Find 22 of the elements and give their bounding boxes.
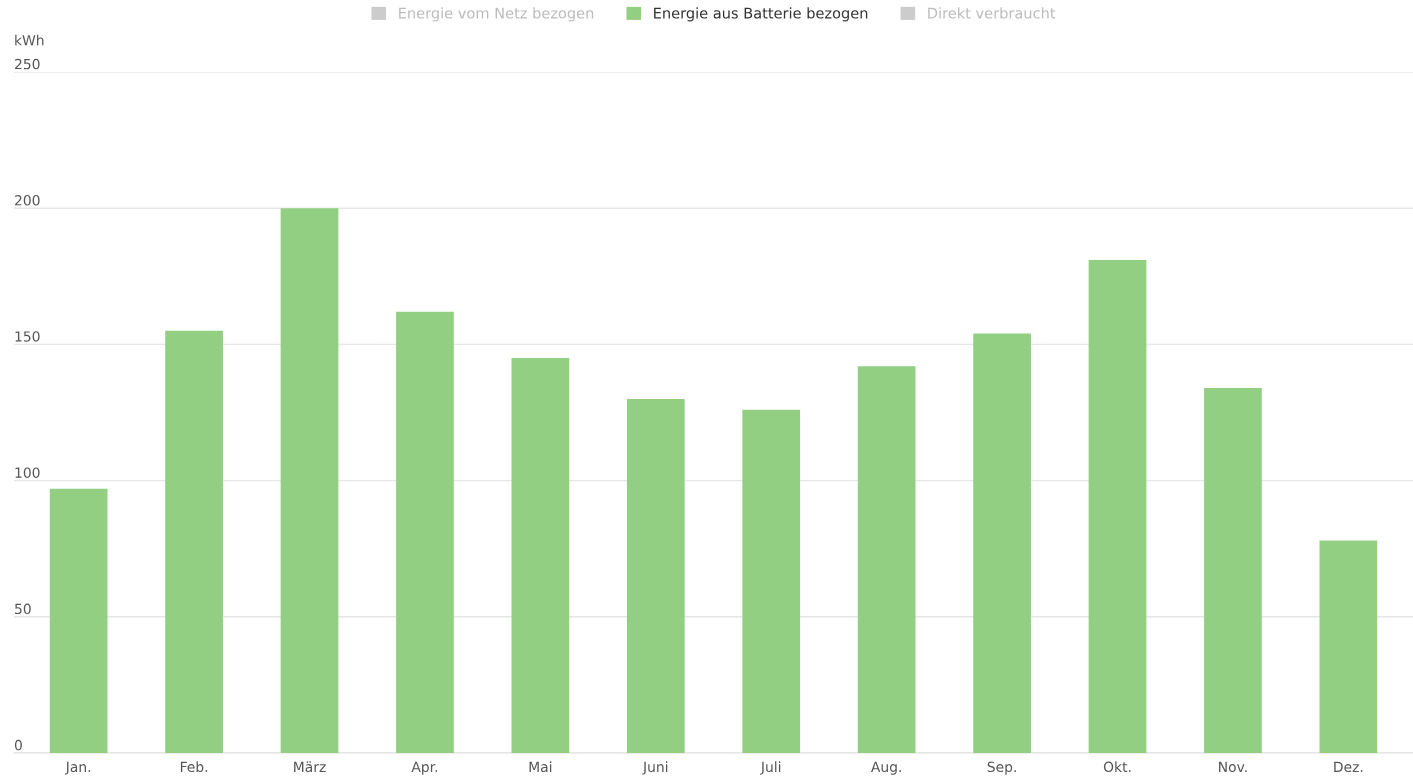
x-tick-label: Juni	[642, 761, 668, 775]
x-tick-label: März	[294, 761, 326, 773]
x-tick-label: Okt.	[1103, 761, 1131, 773]
y-tick-label: 250	[15, 58, 40, 70]
x-tick-label: Aug.	[870, 761, 901, 775]
x-tick-label: Jan.	[65, 761, 91, 775]
legend-label: Direkt verbraucht	[928, 7, 1056, 19]
x-tick-label: Feb.	[180, 761, 208, 773]
y-tick-label: 100	[15, 467, 40, 478]
x-tick-label: Juli	[760, 761, 781, 775]
y-tick-label: 200	[15, 195, 40, 206]
x-tick-label: Dez.	[1334, 761, 1363, 773]
y-tick-label: 50	[15, 603, 31, 615]
legend-label: Energie vom Netz bezogen	[399, 7, 594, 22]
y-tick-label: 0	[14, 739, 22, 751]
x-tick-label: Sep.	[987, 761, 1016, 775]
legend-label: Energie aus Batterie bezogen	[654, 7, 868, 22]
y-axis-title: kWh	[15, 34, 44, 46]
x-tick-label: Mai	[529, 761, 552, 773]
x-tick-label: Apr.	[411, 761, 438, 775]
x-tick-label: Nov.	[1219, 761, 1247, 773]
y-tick-label: 150	[15, 331, 40, 342]
